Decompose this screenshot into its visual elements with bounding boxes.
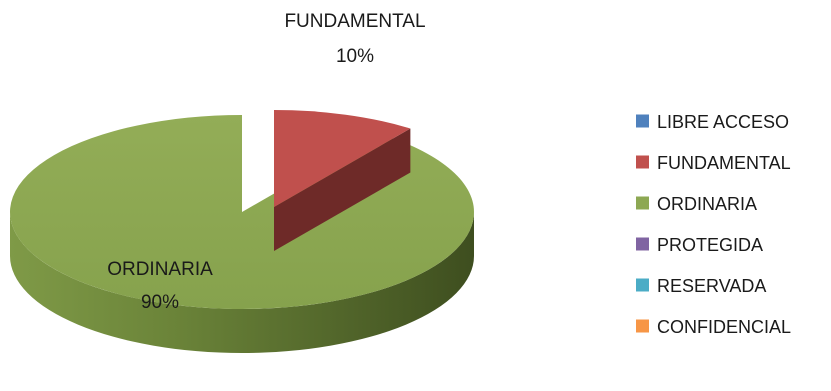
legend-label: FUNDAMENTAL (657, 153, 791, 173)
legend-item-reservada: RESERVADA (636, 276, 766, 296)
legend-swatch (636, 319, 649, 333)
legend-item-confidencial: CONFIDENCIAL (636, 317, 791, 337)
legend-label: ORDINARIA (657, 194, 757, 214)
slice-ordinaria-side (10, 212, 474, 353)
legend-label: CONFIDENCIAL (657, 317, 791, 337)
data-labels: FUNDAMENTAL 10% ORDINARIA 90% (107, 11, 425, 313)
slice-fundamental (274, 110, 411, 251)
legend-label: PROTEGIDA (657, 235, 763, 255)
legend-label: LIBRE ACCESO (657, 112, 789, 132)
legend-swatch (636, 155, 649, 169)
legend-swatch (636, 237, 649, 251)
legend-item-protegida: PROTEGIDA (636, 235, 763, 255)
label-ordinaria-name: ORDINARIA (107, 259, 213, 280)
legend-item-libre-acceso: LIBRE ACCESO (636, 112, 789, 132)
legend-label: RESERVADA (657, 276, 766, 296)
legend-swatch (636, 196, 649, 210)
label-fundamental-percent: 10% (336, 46, 374, 67)
legend-swatch (636, 278, 649, 292)
label-fundamental-name: FUNDAMENTAL (284, 11, 425, 32)
slice-fundamental-top (274, 110, 411, 207)
pie-slices (10, 110, 475, 353)
legend-swatch (636, 114, 649, 128)
legend-item-fundamental: FUNDAMENTAL (636, 153, 791, 173)
legend-item-ordinaria: ORDINARIA (636, 194, 757, 214)
label-ordinaria-percent: 90% (141, 292, 179, 313)
legend: LIBRE ACCESO FUNDAMENTAL ORDINARIA PROTEGID… (636, 112, 791, 337)
slice-fundamental-cut-wall (274, 128, 411, 251)
